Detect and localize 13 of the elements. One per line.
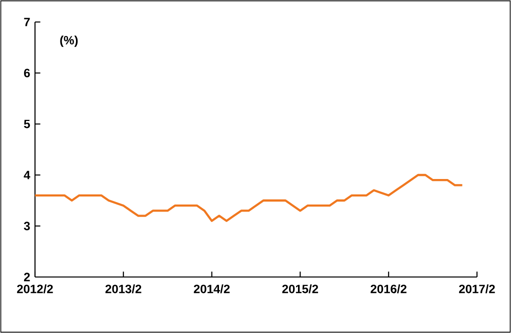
x-tick-label: 2015/2 bbox=[282, 284, 318, 294]
x-tick-label: 2012/2 bbox=[17, 284, 53, 294]
x-tick-label: 2016/2 bbox=[370, 284, 406, 294]
y-tick-label: 3 bbox=[24, 222, 30, 230]
x-tick-label: 2014/2 bbox=[194, 284, 230, 294]
y-tick-label: 2 bbox=[24, 272, 30, 282]
x-tick-label: 2017/2 bbox=[459, 284, 495, 294]
x-tick-label: 2013/2 bbox=[105, 284, 142, 294]
y-tick-label: 7 bbox=[24, 18, 30, 26]
y-tick-label: 6 bbox=[24, 68, 30, 78]
y-tick-label: 4 bbox=[24, 170, 30, 180]
y-axis-title: (%) bbox=[60, 36, 78, 47]
y-tick-label: 5 bbox=[24, 120, 30, 128]
